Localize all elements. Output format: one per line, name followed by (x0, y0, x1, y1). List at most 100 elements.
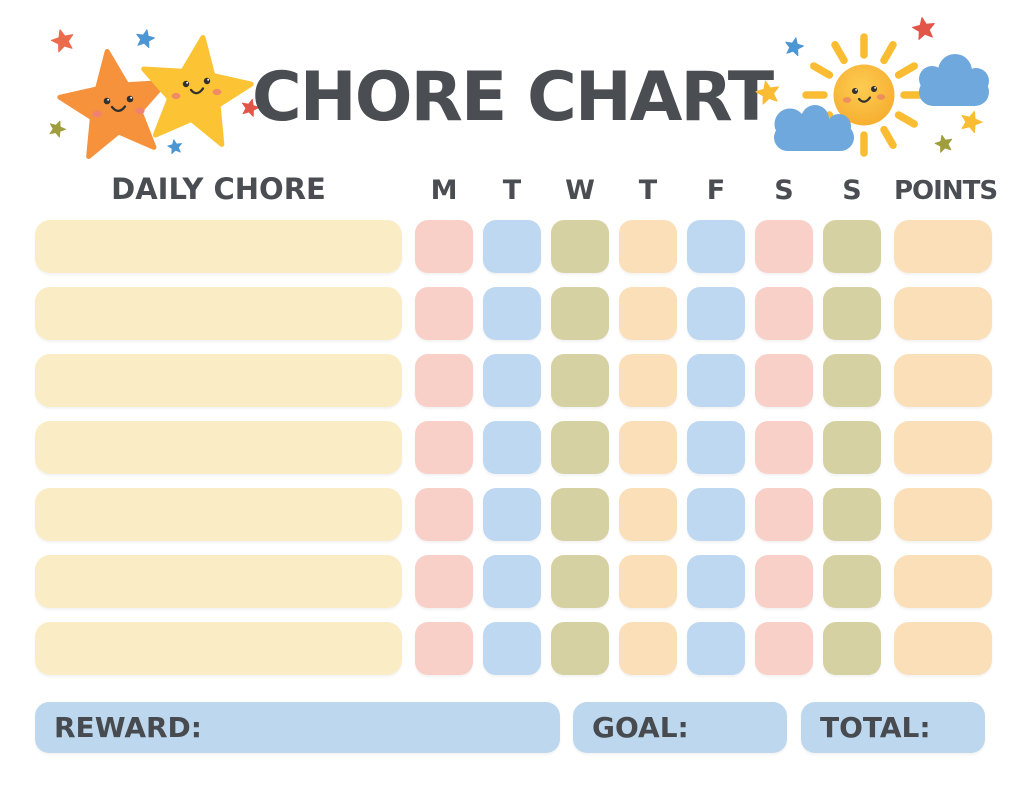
sun-icon (833, 64, 895, 126)
small-star-icon (957, 107, 985, 135)
day-cell-S6-row-3[interactable] (755, 354, 813, 407)
page-title: CHORE CHART (251, 58, 774, 137)
orange-star-face-icon (92, 95, 145, 118)
day-header-W-3: W (565, 175, 595, 206)
points-cell-row-1[interactable] (894, 220, 992, 273)
day-cell-W3-row-2[interactable] (551, 287, 609, 340)
day-cell-W3-row-7[interactable] (551, 622, 609, 675)
day-cell-S6-row-2[interactable] (755, 287, 813, 340)
total-label: TOTAL: (820, 711, 931, 744)
day-cell-T4-row-7[interactable] (619, 622, 677, 675)
small-star-icon (166, 138, 184, 155)
day-cell-S7-row-5[interactable] (823, 488, 881, 541)
cloud-icon (919, 54, 989, 106)
points-cell-row-3[interactable] (894, 354, 992, 407)
small-star-icon (134, 27, 157, 49)
chore-name-field-row-4[interactable] (35, 421, 402, 474)
day-cell-F5-row-7[interactable] (687, 622, 745, 675)
day-cell-S6-row-6[interactable] (755, 555, 813, 608)
day-cell-F5-row-4[interactable] (687, 421, 745, 474)
day-cell-T4-row-3[interactable] (619, 354, 677, 407)
sun-face-icon (842, 86, 886, 103)
day-cell-M1-row-7[interactable] (415, 622, 473, 675)
day-cell-S7-row-1[interactable] (823, 220, 881, 273)
goal-label: GOAL: (592, 711, 689, 744)
day-cell-T4-row-2[interactable] (619, 287, 677, 340)
day-cell-T2-row-5[interactable] (483, 488, 541, 541)
stars-decoration-icon (46, 26, 262, 168)
small-star-icon (910, 15, 937, 41)
day-header-M-1: M (430, 175, 458, 206)
chore-row-6 (35, 555, 992, 608)
chore-row-7 (35, 622, 992, 675)
points-header: POINTS (894, 176, 998, 206)
day-cell-M1-row-1[interactable] (415, 220, 473, 273)
reward-label: REWARD: (54, 711, 202, 744)
day-cell-F5-row-2[interactable] (687, 287, 745, 340)
day-cell-M1-row-5[interactable] (415, 488, 473, 541)
chore-name-field-row-7[interactable] (35, 622, 402, 675)
day-header-S-7: S (842, 175, 862, 206)
day-cell-T4-row-6[interactable] (619, 555, 677, 608)
day-cell-F5-row-1[interactable] (687, 220, 745, 273)
total-field[interactable]: TOTAL: (801, 702, 985, 753)
day-cell-F5-row-6[interactable] (687, 555, 745, 608)
day-cell-S6-row-1[interactable] (755, 220, 813, 273)
day-cell-W3-row-3[interactable] (551, 354, 609, 407)
chore-row-5 (35, 488, 992, 541)
small-star-icon (933, 132, 955, 154)
day-cell-S6-row-7[interactable] (755, 622, 813, 675)
chart-rows (35, 220, 992, 689)
chore-name-field-row-5[interactable] (35, 488, 402, 541)
day-header-T-4: T (638, 175, 658, 206)
day-cell-M1-row-4[interactable] (415, 421, 473, 474)
day-cell-S6-row-4[interactable] (755, 421, 813, 474)
goal-field[interactable]: GOAL: (573, 702, 787, 753)
day-cell-S7-row-4[interactable] (823, 421, 881, 474)
points-cell-row-5[interactable] (894, 488, 992, 541)
day-cell-W3-row-4[interactable] (551, 421, 609, 474)
day-cell-T4-row-5[interactable] (619, 488, 677, 541)
day-cell-T2-row-6[interactable] (483, 555, 541, 608)
day-cell-S7-row-3[interactable] (823, 354, 881, 407)
reward-field[interactable]: REWARD: (35, 702, 560, 753)
day-cell-M1-row-2[interactable] (415, 287, 473, 340)
chore-row-1 (35, 220, 992, 273)
day-cell-F5-row-3[interactable] (687, 354, 745, 407)
chore-row-4 (35, 421, 992, 474)
chore-name-field-row-6[interactable] (35, 555, 402, 608)
yellow-star-face-icon (171, 77, 222, 100)
day-header-S-6: S (774, 175, 794, 206)
day-cell-T4-row-1[interactable] (619, 220, 677, 273)
chore-name-field-row-1[interactable] (35, 220, 402, 273)
day-cell-M1-row-3[interactable] (415, 354, 473, 407)
daily-chore-header: DAILY CHORE (111, 172, 326, 206)
day-cell-S6-row-5[interactable] (755, 488, 813, 541)
chore-name-field-row-3[interactable] (35, 354, 402, 407)
points-cell-row-4[interactable] (894, 421, 992, 474)
day-cell-T4-row-4[interactable] (619, 421, 677, 474)
day-cell-S7-row-2[interactable] (823, 287, 881, 340)
day-cell-T2-row-4[interactable] (483, 421, 541, 474)
day-cell-W3-row-6[interactable] (551, 555, 609, 608)
day-cell-F5-row-5[interactable] (687, 488, 745, 541)
chore-row-3 (35, 354, 992, 407)
points-cell-row-7[interactable] (894, 622, 992, 675)
table-header: DAILY CHORE M T W T F S S POINTS (35, 172, 998, 206)
day-cell-T2-row-7[interactable] (483, 622, 541, 675)
day-cell-T2-row-3[interactable] (483, 354, 541, 407)
day-cell-W3-row-1[interactable] (551, 220, 609, 273)
day-cell-W3-row-5[interactable] (551, 488, 609, 541)
points-cell-row-6[interactable] (894, 555, 992, 608)
chore-name-field-row-2[interactable] (35, 287, 402, 340)
day-cell-T2-row-2[interactable] (483, 287, 541, 340)
day-header-T-2: T (502, 175, 522, 206)
points-cell-row-2[interactable] (894, 287, 992, 340)
day-cell-S7-row-6[interactable] (823, 555, 881, 608)
day-cell-S7-row-7[interactable] (823, 622, 881, 675)
footer: REWARD: GOAL: TOTAL: (35, 702, 985, 753)
day-cell-T2-row-1[interactable] (483, 220, 541, 273)
small-star-icon (753, 78, 782, 106)
day-cell-M1-row-6[interactable] (415, 555, 473, 608)
